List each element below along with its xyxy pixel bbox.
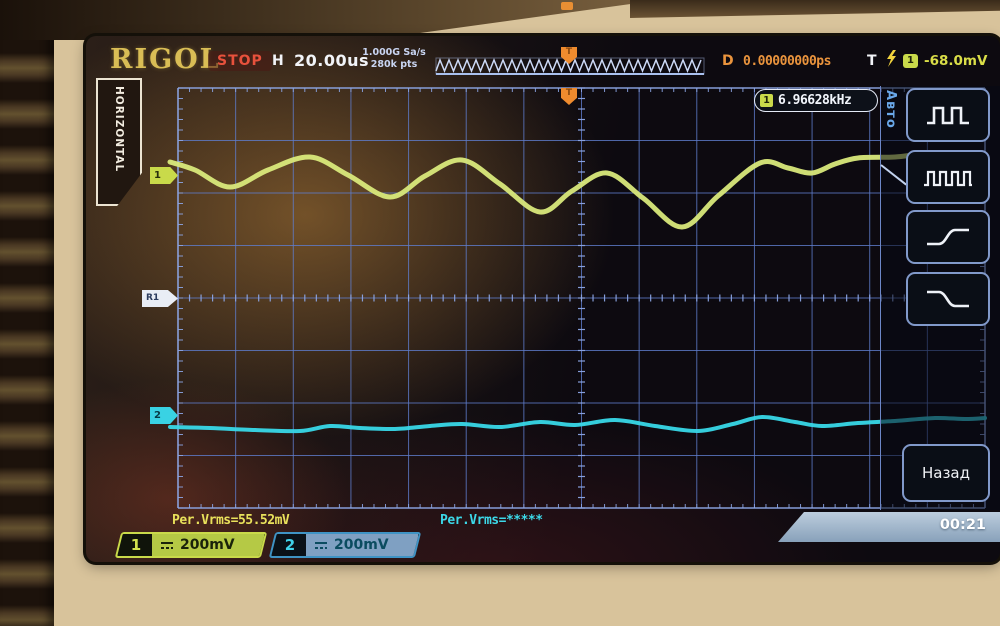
square-wave-4-icon [924, 170, 972, 187]
delay-label: D [722, 53, 734, 69]
dc-coupling-icon [161, 541, 173, 549]
bezel-trigger-notch [561, 2, 573, 10]
ch2-measurement: Per.Vrms=***** [440, 513, 543, 528]
channel1-badge[interactable]: 1 200mV [114, 532, 268, 558]
brand-logo: RIGOL [110, 44, 221, 75]
bezel-top-edge [630, 0, 1000, 18]
horizontal-label: H [272, 53, 284, 69]
delay-readout: 0.00000000ps [743, 54, 831, 69]
rising-step-icon [927, 228, 969, 246]
frequency-counter: 1 6.96628kHz [754, 89, 878, 112]
trigger-source-badge: 1 [903, 54, 918, 68]
trigger-edge-icon [887, 50, 896, 67]
back-button[interactable]: Назад [902, 444, 990, 502]
trace-ch1 [167, 151, 988, 230]
dc-coupling-icon [315, 541, 327, 549]
run-status-badge: STOP [208, 51, 272, 71]
graticule-and-traces [167, 57, 988, 509]
clock-strip: 00:21 [778, 512, 1000, 542]
channel2-badge[interactable]: 2 200mV [268, 532, 422, 558]
channel1-number: 1 [130, 536, 142, 554]
memory-depth: 280k pts [370, 58, 418, 70]
counter-frequency: 6.96628kHz [778, 93, 852, 108]
menu-button-square-wave-4[interactable] [906, 150, 990, 204]
square-wave-2-icon [927, 106, 969, 125]
horizontal-panel-label-text: HORIZONTAL [113, 86, 125, 173]
trace-ch2 [168, 414, 987, 434]
acquisition-readout: 1.000G Sa/s 280k pts [354, 47, 434, 71]
side-grip-ridges [0, 0, 54, 626]
menu-button-square-wave-2[interactable] [906, 88, 990, 142]
back-button-label: Назад [921, 464, 970, 482]
counter-source-badge: 1 [760, 94, 773, 107]
sample-rate: 1.000G Sa/s [362, 47, 426, 58]
channel2-scale: 200mV [334, 537, 389, 553]
clock-readout: 00:21 [939, 517, 986, 533]
ch1-measurement: Per.Vrms=55.52mV [172, 513, 290, 528]
lcd-screen: RIGOL STOP H 20.00us 1.000G Sa/s 280k pt… [86, 36, 1000, 562]
menu-button-falling-step[interactable] [906, 272, 990, 326]
trigger-label: T [867, 53, 877, 69]
falling-step-icon [927, 290, 969, 308]
channel1-scale: 200mV [180, 537, 235, 553]
channel2-number: 2 [284, 536, 296, 554]
trigger-level-readout: -68.0mV [924, 53, 988, 69]
menu-tab-auto[interactable]: Авто [883, 90, 898, 129]
menu-button-rising-step[interactable] [906, 210, 990, 264]
